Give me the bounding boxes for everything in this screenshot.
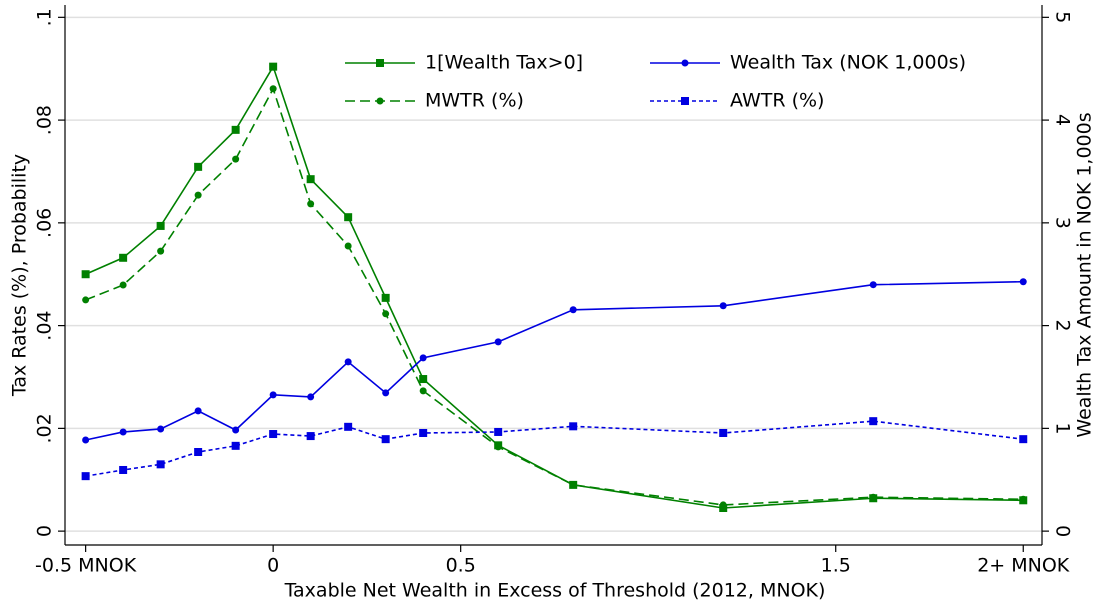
marker [194,191,202,199]
series-line [85,86,1024,506]
y-tick-label: 0 [34,525,56,537]
x-tick-label: 1.5 [821,555,851,577]
marker [494,338,502,346]
marker [194,448,203,457]
marker [269,430,278,439]
marker [419,387,427,395]
y-tick-label: .08 [34,105,56,135]
marker [306,175,315,184]
y2-tick-label: 1 [1052,422,1074,434]
y2-tick-label: 2 [1052,320,1074,332]
y-tick-label: .02 [34,413,56,443]
marker [307,393,315,401]
y-tick-label: .1 [34,8,56,26]
legend-marker [376,59,384,67]
marker [344,358,352,366]
marker [119,428,127,436]
marker [569,306,577,314]
y2-tick-label: 5 [1052,11,1074,23]
marker [419,428,428,437]
x-axis-title: Taxable Net Wealth in Excess of Threshol… [284,580,826,602]
marker [494,427,503,436]
legend-label: MWTR (%) [425,90,524,112]
marker [344,213,353,222]
series-line [85,420,1024,477]
marker [419,354,427,362]
marker [232,426,240,434]
marker [232,155,240,163]
legend-marker [376,97,384,105]
y-axis-title: Tax Rates (%), Probability [9,154,31,397]
series-line [85,64,1024,509]
marker [269,85,277,93]
marker [381,435,390,444]
marker [194,407,202,415]
marker [1019,278,1027,286]
marker [719,428,728,437]
legend-marker [681,97,689,105]
marker [306,432,315,441]
marker [494,443,502,451]
marker [1019,435,1028,444]
marker [231,441,240,450]
marker [157,247,165,255]
marker [81,270,90,279]
marker [869,417,878,426]
marker [119,465,128,474]
marker [307,200,315,208]
marker [119,253,128,262]
marker [1019,495,1027,503]
marker [82,296,90,304]
marker [156,221,165,230]
marker [869,281,877,289]
marker [382,310,390,318]
marker [569,481,577,489]
marker [419,375,428,384]
x-tick-label: 2+ MNOK [977,555,1070,577]
y-tick-label: .06 [34,208,56,238]
legend-label: Wealth Tax (NOK 1,000s) [730,52,966,74]
legend-label: AWTR (%) [730,90,824,112]
marker [269,62,278,71]
y2-tick-label: 4 [1052,114,1074,126]
marker [569,422,578,431]
x-tick-label: -0.5 MNOK [35,555,137,577]
marker [194,162,203,171]
marker [156,460,165,469]
marker [269,391,277,399]
marker [157,425,165,433]
y2-tick-label: 0 [1052,525,1074,537]
marker [719,501,727,509]
marker [869,493,877,501]
x-tick-label: 0 [267,555,279,577]
marker [231,125,240,134]
legend-marker [681,59,689,67]
marker [382,389,390,397]
marker [344,242,352,250]
y2-axis-title: Wealth Tax Amount in NOK 1,000s [1074,112,1096,437]
marker [381,293,390,302]
marker [82,436,90,444]
y-tick-label: .04 [34,310,56,340]
marker [119,281,127,289]
marker [719,302,727,310]
marker [81,472,90,481]
series-line [85,280,1024,441]
x-tick-label: 0.5 [446,555,476,577]
legend-label: 1[Wealth Tax>0] [425,52,583,74]
marker [344,422,353,431]
y2-tick-label: 3 [1052,217,1074,229]
